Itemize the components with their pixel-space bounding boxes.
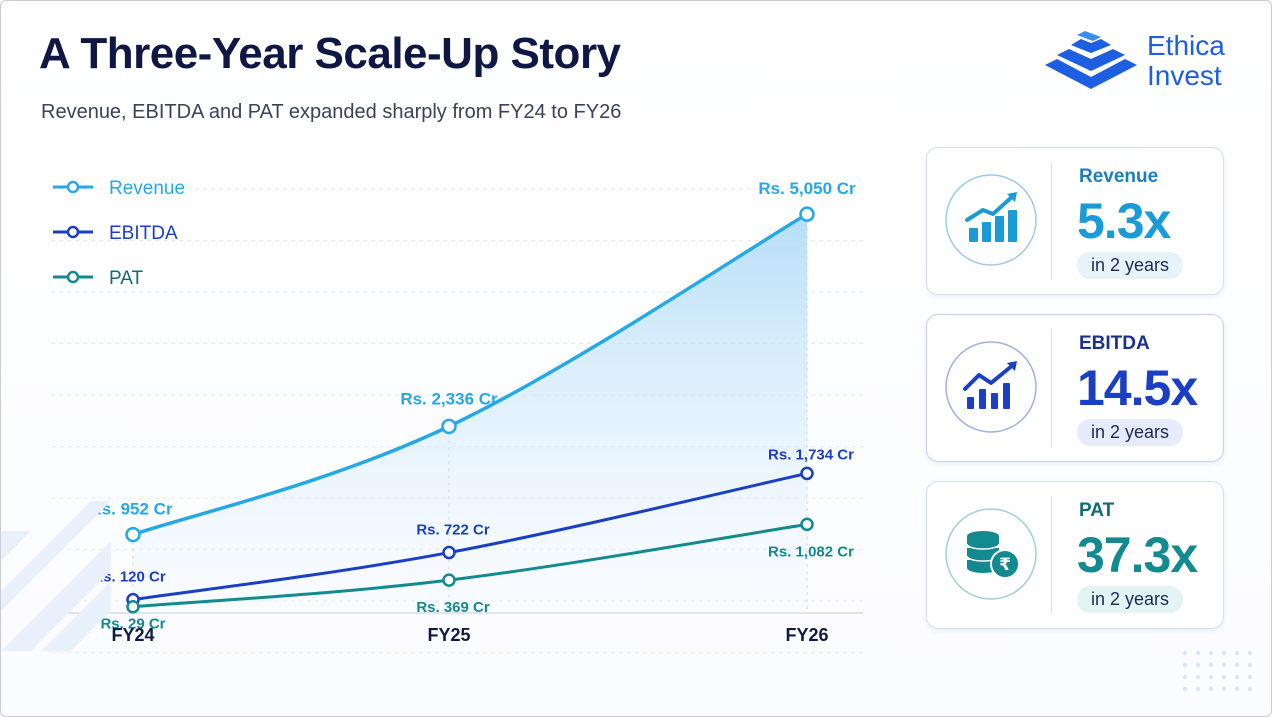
decor-dot	[1221, 650, 1227, 656]
card-value: 37.3x	[1077, 527, 1198, 583]
decor-dot	[1182, 686, 1188, 692]
decor-dot	[1247, 686, 1253, 692]
pat-data-label: Rs. 29 Cr	[100, 616, 165, 633]
x-tick-label: FY25	[427, 625, 470, 645]
card-value: 14.5x	[1077, 360, 1198, 416]
dot-grid-decoration	[1182, 650, 1253, 692]
ebitda-point	[442, 545, 456, 560]
card-value: 5.3x	[1077, 193, 1171, 249]
bar-chart-arrow-icon	[945, 174, 1037, 266]
decor-dot	[1221, 674, 1227, 680]
decor-dot	[1208, 674, 1214, 680]
revenue-area-fill	[133, 214, 807, 613]
pat-point	[126, 599, 140, 614]
card-note: in 2 years	[1077, 419, 1184, 446]
pat-data-label: Rs. 1,082 Cr	[768, 543, 854, 560]
x-axis-ticks: FY24 FY25 FY26	[111, 625, 828, 645]
card-label: EBITDA	[1079, 333, 1150, 354]
logo-mark-icon	[1045, 31, 1137, 89]
logo-line-1: Ethica	[1147, 30, 1225, 61]
pat-point	[800, 517, 814, 532]
decor-dot	[1234, 674, 1240, 680]
legend-label: Revenue	[109, 178, 185, 199]
legend-label: PAT	[109, 268, 144, 289]
chart-legend: Revenue EBITDA PAT	[53, 178, 185, 289]
card-divider	[1051, 496, 1052, 614]
ethica-invest-logo: Ethica Invest	[1041, 27, 1241, 97]
card-note: in 2 years	[1077, 586, 1184, 613]
decor-dot	[1195, 674, 1201, 680]
legend-swatch-marker	[66, 270, 80, 284]
corner-decoration	[1, 501, 111, 651]
revenue-point	[125, 526, 141, 543]
decor-dot	[1208, 650, 1214, 656]
logo-line-2: Invest	[1147, 60, 1222, 91]
revenue-data-label: Rs. 952 Cr	[89, 500, 173, 519]
x-tick-label: FY24	[111, 625, 154, 645]
logo-wordmark: Ethica Invest	[1147, 31, 1225, 91]
revenue-card: Revenue 5.3x in 2 years	[926, 147, 1224, 295]
decor-dot	[1221, 662, 1227, 668]
page-subtitle: Revenue, EBITDA and PAT expanded sharply…	[41, 101, 622, 123]
revenue-point	[799, 206, 815, 222]
revenue-area	[133, 214, 807, 613]
x-tick-label: FY26	[785, 625, 828, 645]
card-divider	[1051, 162, 1052, 280]
legend-swatch-marker	[66, 225, 80, 239]
pat-point	[442, 573, 456, 587]
series-points	[125, 206, 815, 614]
decor-dot	[1182, 674, 1188, 680]
decor-dot	[1208, 686, 1214, 692]
revenue-data-label: Rs. 2,336 Cr	[400, 389, 498, 408]
decor-dot	[1221, 686, 1227, 692]
decor-dot	[1195, 662, 1201, 668]
coin-stack-rupee-icon: ₹	[945, 508, 1037, 600]
legend-swatch-marker	[66, 180, 80, 194]
decor-dot	[1182, 650, 1188, 656]
ebitda-data-label: Rs. 1,734 Cr	[768, 446, 854, 463]
ebitda-point	[800, 466, 814, 481]
card-note: in 2 years	[1077, 252, 1184, 279]
decor-dot	[1247, 650, 1253, 656]
card-divider	[1051, 329, 1052, 447]
page-title: A Three-Year Scale-Up Story	[39, 29, 621, 78]
decor-dot	[1247, 674, 1253, 680]
decor-dot	[1195, 686, 1201, 692]
card-label: PAT	[1079, 500, 1115, 521]
card-label: Revenue	[1079, 166, 1159, 187]
pat-card: ₹ PAT 37.3x in 2 years	[926, 481, 1224, 629]
decor-dot	[1247, 662, 1253, 668]
pat-data-label: Rs. 369 Cr	[416, 599, 490, 616]
revenue-point	[441, 418, 457, 435]
ebitda-data-label: Rs. 722 Cr	[416, 522, 490, 539]
decor-dot	[1195, 650, 1201, 656]
ebitda-card: EBITDA 14.5x in 2 years	[926, 314, 1224, 462]
decor-dot	[1234, 662, 1240, 668]
growth-line-icon	[945, 341, 1037, 433]
svg-text:₹: ₹	[999, 555, 1011, 575]
decor-dot	[1182, 662, 1188, 668]
legend-label: EBITDA	[109, 223, 178, 244]
decor-dot	[1234, 650, 1240, 656]
decor-dot	[1234, 686, 1240, 692]
decor-dot	[1208, 662, 1214, 668]
revenue-data-label: Rs. 5,050 Cr	[758, 179, 856, 198]
